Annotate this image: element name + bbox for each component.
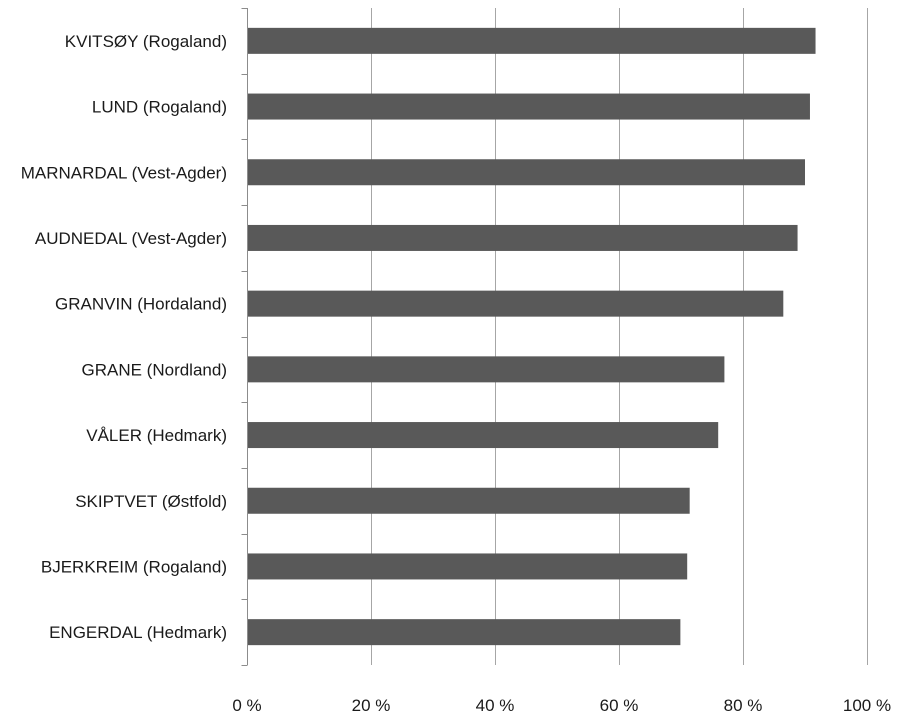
category-label: GRANE (Nordland) <box>82 360 228 379</box>
bar-3 <box>247 159 805 186</box>
axes <box>241 8 248 666</box>
x-tick-label: 20 % <box>352 696 391 715</box>
bar-6 <box>247 356 725 383</box>
category-label: VÅLER (Hedmark) <box>86 426 227 445</box>
category-label: LUND (Rogaland) <box>92 98 227 117</box>
x-tick-label: 100 % <box>843 696 891 715</box>
labels: KVITSØY (Rogaland) LUND (Rogaland) MARNARD… <box>21 32 891 715</box>
bar-8 <box>247 487 690 514</box>
bar-5 <box>247 290 784 317</box>
x-tick-label: 40 % <box>476 696 515 715</box>
category-label: GRANVIN (Hordaland) <box>55 295 227 314</box>
category-label: KVITSØY (Rogaland) <box>65 32 227 51</box>
category-label: MARNARDAL (Vest-Agder) <box>21 163 227 182</box>
bar-2 <box>247 93 810 120</box>
category-label: BJERKREIM (Rogaland) <box>41 557 227 576</box>
bars <box>247 27 816 646</box>
bar-1 <box>247 27 816 54</box>
category-label: AUDNEDAL (Vest-Agder) <box>35 229 227 248</box>
x-tick-label: 60 % <box>600 696 639 715</box>
bar-9 <box>247 553 688 580</box>
x-tick-label: 80 % <box>724 696 763 715</box>
category-label: SKIPTVET (Østfold) <box>75 492 227 511</box>
x-tick-label: 0 % <box>232 696 261 715</box>
bar-4 <box>247 224 798 251</box>
category-label: ENGERDAL (Hedmark) <box>49 623 227 642</box>
bar-7 <box>247 422 719 449</box>
bar-10 <box>247 619 681 646</box>
